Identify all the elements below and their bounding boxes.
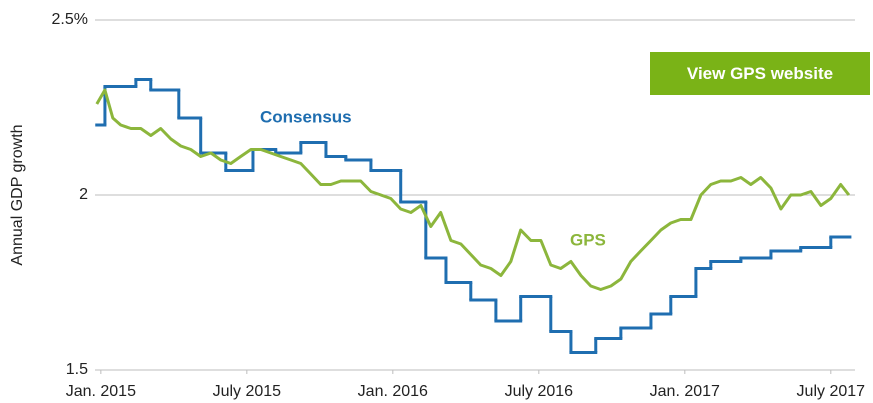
x-tick-label: July 2016 <box>505 383 574 400</box>
x-tick-label: Jan. 2015 <box>66 383 136 400</box>
line <box>95 88 851 291</box>
view-website-button[interactable]: View GPS website <box>650 52 870 95</box>
x-tick-label: Jan. 2017 <box>650 383 720 400</box>
y-tick-label: 2.5% <box>52 11 88 28</box>
series-label: GPS <box>570 230 606 249</box>
y-tick-label: 2 <box>79 186 88 203</box>
x-tick-label: Jan. 2016 <box>358 383 428 400</box>
x-tick-label: July 2017 <box>797 383 866 400</box>
y-axis-label: Annual GDP growth <box>9 124 26 265</box>
series-label: Consensus <box>260 107 352 126</box>
y-tick-label: 1.5 <box>66 361 88 378</box>
x-tick-label: July 2015 <box>213 383 282 400</box>
